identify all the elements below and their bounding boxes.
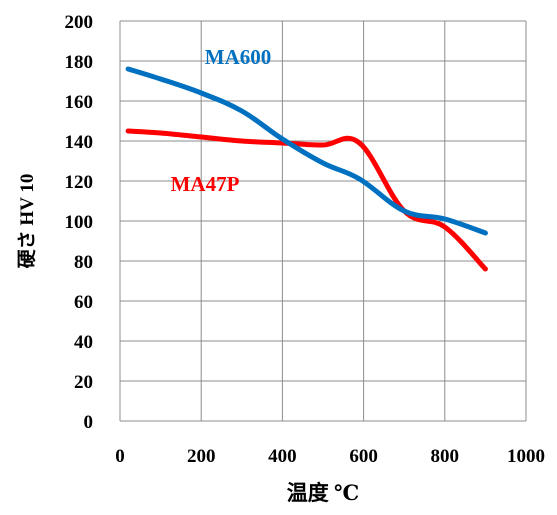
x-tick-label: 800 — [431, 446, 460, 467]
series-line-ma47p — [125, 128, 488, 272]
y-tick-labels: 0 20 40 60 80 100 120 140 160 180 200 — [65, 12, 94, 433]
series-label-ma600: MA600 — [205, 45, 272, 69]
series-line-ma600 — [125, 66, 488, 236]
y-tick-label: 140 — [65, 132, 94, 153]
gridlines — [119, 20, 527, 422]
y-tick-label: 160 — [65, 92, 94, 113]
x-tick-labels: 0 200 400 600 800 1000 — [115, 446, 545, 467]
x-tick-label: 0 — [115, 446, 125, 467]
x-tick-label: 400 — [268, 446, 297, 467]
x-tick-label: 200 — [187, 446, 216, 467]
y-tick-label: 60 — [74, 292, 93, 313]
y-tick-label: 20 — [74, 372, 93, 393]
y-tick-label: 180 — [65, 52, 94, 73]
y-tick-label: 100 — [65, 212, 94, 233]
series-label-ma47p: MA47P — [171, 172, 240, 196]
y-tick-label: 0 — [84, 412, 94, 433]
y-tick-label: 200 — [65, 12, 94, 33]
y-axis-title: 硬さ HV 10 — [16, 174, 38, 269]
y-tick-label: 120 — [65, 172, 94, 193]
series-lines — [125, 66, 488, 272]
series-labels: MA600 MA47P — [171, 45, 272, 196]
x-tick-label: 1000 — [507, 446, 545, 467]
x-tick-label: 600 — [349, 446, 378, 467]
x-axis-title: 温度 ℃ — [287, 481, 359, 505]
y-tick-label: 80 — [74, 252, 93, 273]
y-tick-label: 40 — [74, 332, 93, 353]
